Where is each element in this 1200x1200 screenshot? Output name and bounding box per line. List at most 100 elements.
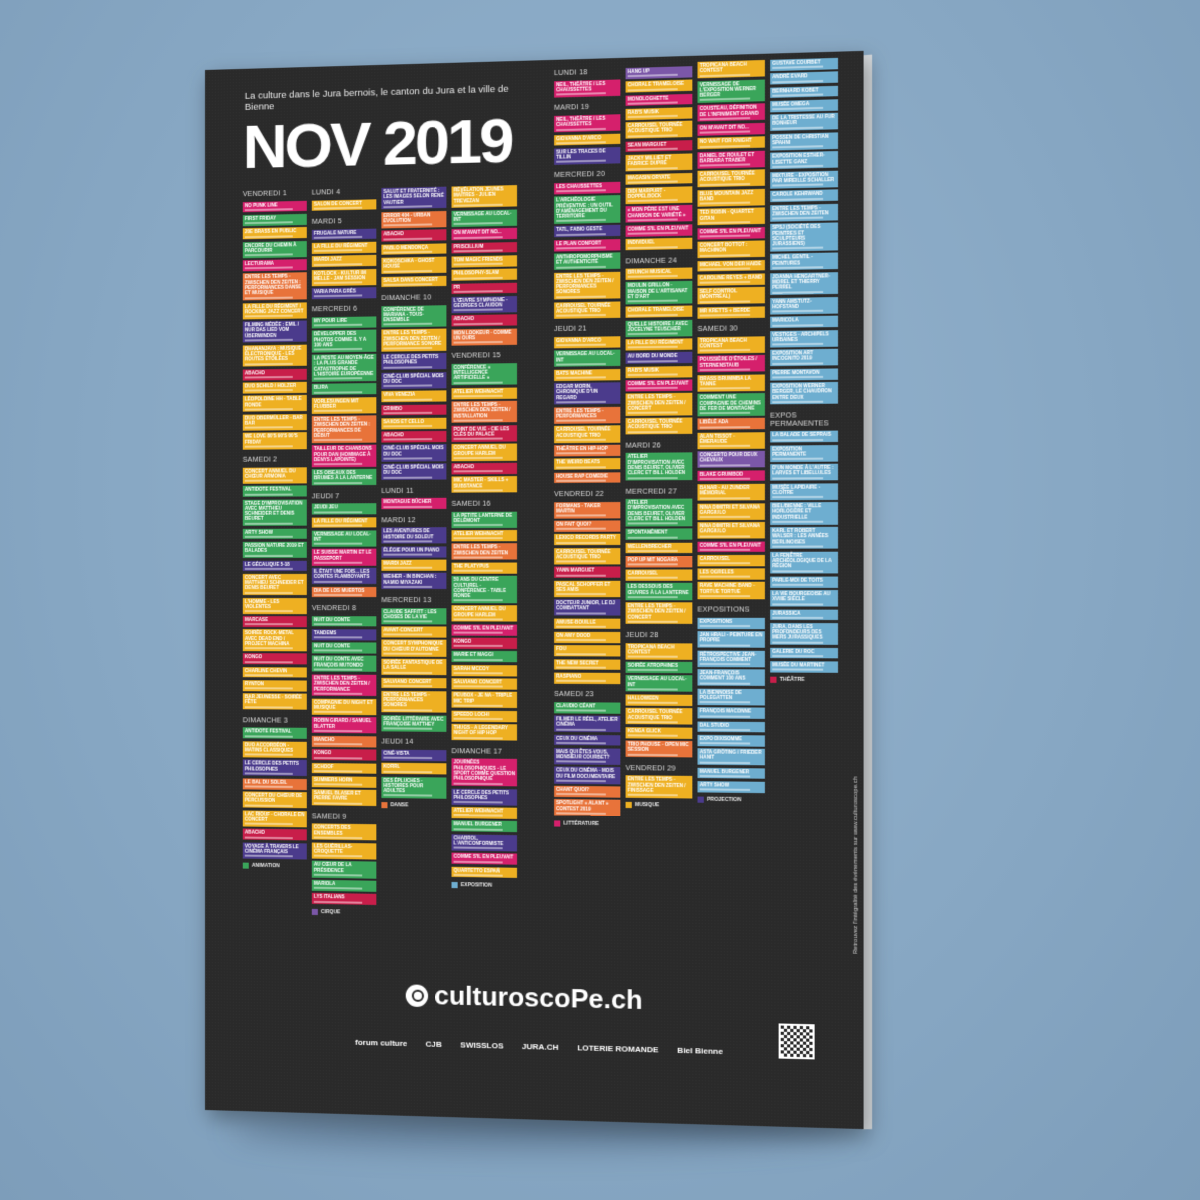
event-musique[interactable]: DUO OBERMÜLLER - BAR BAR (242, 413, 307, 431)
event-musique[interactable]: LAC RIOUF - CHORALE EN CONCERT (242, 810, 307, 828)
event-litterature[interactable]: NO PUNK LINE (242, 200, 307, 213)
event-musique[interactable]: AMUSE-BOUILLE (554, 618, 621, 630)
event-musique[interactable]: GIOVANNA D'ARCO (554, 336, 621, 349)
event-musique[interactable]: CHORALE TRAMELOISE (625, 79, 693, 93)
event-projection[interactable]: ÉLÉGIE POUR UN PIANO (381, 546, 447, 558)
event-litterature[interactable]: LE PLAN CONFORT (554, 238, 621, 252)
event-musique[interactable]: SCHOOF (311, 762, 377, 775)
event-animation[interactable]: SOIRÉE LITTÉRAIRE AVEC FRANÇOISE MATTHEY (381, 714, 447, 732)
event-exposition[interactable]: GUSTAVE COURBET (770, 57, 839, 71)
event-exposition[interactable]: POSSEN DE CHRISTIAN SPAHNI (770, 132, 839, 151)
event-theatre[interactable]: PRISCILLIUM (451, 241, 518, 254)
event-projection[interactable]: CINÉ-CLUB SPÉCIAL MOIS DU DOC (381, 444, 447, 462)
event-animation[interactable]: 50 ANS DU CENTRE CULTUREL - CONFÉRENCE -… (451, 575, 518, 604)
event-musique[interactable]: CARROUSEL TOURNÉE ACOUSTIQUE TRIO (554, 301, 621, 319)
event-musique[interactable]: PASCAL SCHOPFER ET SES AMIS (554, 580, 621, 597)
event-litterature[interactable]: NEIL, THÉÂTRE / LES CHAUSSETTES (554, 79, 621, 98)
event-danse[interactable]: ERROR 404 - URBAN EVOLUTION (381, 210, 447, 229)
event-animation[interactable]: MY POUR LIRE (311, 316, 377, 329)
event-musique[interactable]: PEUBOX - JE NA - TRIPLE MIC TRIP (451, 691, 518, 709)
event-projection[interactable]: FILMER LE RÉEL, ATELIER CINÉMA (554, 715, 621, 733)
event-animation[interactable]: VERNISSAGE AU LOCAL-INT (625, 675, 693, 693)
event-musique[interactable]: SOIRÉE ROCK-METAL AVEC DEAD END / PROJEC… (242, 629, 307, 652)
event-exposition[interactable]: EXPOSITION ART INCOGNITO 2019 (770, 348, 839, 367)
event-exposition[interactable]: MICHEL GENTIL - PEINTURES (770, 252, 839, 271)
event-theatre[interactable]: KONGO (311, 749, 377, 761)
event-projection[interactable]: LE CERCLE DES PETITS PHILOSOPHES (451, 788, 518, 806)
event-danse[interactable]: POP UP MIT NOGARA (625, 555, 693, 568)
event-exposition[interactable]: CAROLE KEHRWAND (770, 189, 839, 203)
event-litterature[interactable]: ON M'AVAIT DIT NO... (451, 228, 518, 241)
event-musique[interactable]: SAMUEL BLASER ET PIERRE FAVRE (311, 789, 377, 807)
event-danse[interactable]: FORMANS - TAKER MARTIN (554, 501, 621, 519)
event-musique[interactable]: BRASS BRUMMBA LA TANNE (697, 374, 765, 392)
event-musique[interactable]: RAVE MACHINE BAND - TORTUE TORTUE (697, 582, 765, 599)
event-exposition[interactable]: MUSÉE LAPIDAIRE - CLOÎTRE (770, 482, 839, 500)
event-animation[interactable]: NUIT DU CONTE (311, 615, 377, 627)
event-litterature[interactable]: ROBIN GIRARD / SAMUEL BLATTER (311, 717, 377, 734)
event-projection[interactable]: FILMING MÉDÉE : EMIL / NUR DAS LIED VOM … (242, 320, 307, 343)
event-animation[interactable]: MANUEL BURGENER (451, 820, 518, 833)
event-exposition[interactable]: KARL ET ROBERT WALSER : LES ANNÉES BERLI… (770, 526, 839, 550)
event-musique[interactable]: MICHAEL VON DER HAIDE (697, 259, 765, 272)
event-musique[interactable]: SALVIANO CONCERT (381, 677, 447, 689)
event-musique[interactable]: CARROUSEL (697, 554, 765, 567)
event-musique[interactable]: CHARLINE CHEVIN (242, 666, 307, 678)
event-theatre[interactable]: YANN MARGUET (554, 566, 621, 578)
event-theatre[interactable]: ABACHO (451, 462, 518, 475)
event-animation[interactable]: MOULIN GRILLON - MAISON DE L'ARTISANAT E… (625, 281, 693, 305)
event-musique[interactable]: JACKY MILLIET ET FABRICE DUPRÉ (625, 153, 693, 172)
event-theatre[interactable]: ABACHO (451, 314, 518, 327)
event-exposition[interactable]: LA FENÊTRE ARCHÉOLOGIQUE DE LA RÉGION (770, 551, 839, 574)
event-exposition[interactable]: BERNHARD KOBET (770, 85, 839, 99)
event-musique[interactable]: VIVA VENEZIA (381, 390, 447, 403)
event-exposition[interactable]: FRANÇOIS MACONNE (697, 707, 765, 719)
event-exposition[interactable]: RÉTROSPECTIVE JEAN-FRANÇOIS COMMENT (697, 650, 765, 667)
event-danse[interactable]: ENTRE LES TEMPS - ZWISCHEN DEN ZEITEN / … (451, 400, 518, 424)
event-danse[interactable]: LE BAL DU SOLEIL (242, 778, 307, 790)
event-musique[interactable]: 20E BRASS EN PUBLIC (242, 227, 307, 240)
event-projection[interactable]: LES AVENTURES DE HISTOIRE DU SOLEUT (381, 527, 447, 544)
event-danse[interactable]: SPOTLIGHT « ALANT » CONTEST 2019 (554, 799, 621, 817)
event-animation[interactable]: BLIRA (311, 383, 377, 395)
event-litterature[interactable]: DANIEL DE ROULET ET BARBARA TRABER (697, 150, 765, 169)
event-danse[interactable]: MANCHO (311, 735, 377, 748)
event-musique[interactable]: LA FILLE DU RÉGIMENT (625, 338, 693, 351)
event-musique[interactable]: AVANT-CONCERT (381, 626, 447, 638)
event-litterature[interactable]: COMME S'IL EN PLEUVAIT (697, 226, 765, 240)
event-litterature[interactable]: « MON PÈRE EST UNE CHANSON DE VARIÉTÉ » (625, 205, 693, 224)
event-musique[interactable]: CARROUSEL TOURNÉE ACOUSTIQUE TRIO (697, 169, 765, 188)
event-exposition[interactable]: MUSÉE OMEGA (770, 99, 839, 113)
event-musique[interactable]: INDIVIDUEL (625, 237, 693, 251)
event-exposition[interactable]: PARLE-MOI DE TOITS (770, 576, 839, 588)
event-musique[interactable]: SPEEDO LOCHI (451, 710, 518, 722)
event-animation[interactable]: CLAUDE SAFFITT : LES CHOSES DE LA VIE (381, 607, 447, 625)
event-musique[interactable]: CONCERT ANNUEL DU GROUPE HARLEM (451, 443, 518, 461)
event-exposition[interactable]: JEAN-FRANÇOIS COMMENT 100 ANS (697, 669, 765, 687)
event-exposition[interactable]: MARICOLA (770, 315, 839, 329)
event-exposition[interactable]: ANDRÉ EVARD (770, 71, 839, 85)
event-animation[interactable]: CLAUDIO CÉANT (554, 701, 621, 714)
event-exposition[interactable]: EXPOSITION WERNER BERGER, LE CHAUDRON EN… (770, 381, 839, 405)
event-theatre[interactable]: MARCASE (242, 616, 307, 628)
event-projection[interactable]: IL ÉTAIT UNE FOIS... LES CONTES FLAMBOYA… (311, 567, 377, 585)
event-musique[interactable]: MARDI JAZZ (311, 255, 377, 268)
event-musique[interactable]: SUMMERS HORN (311, 775, 377, 788)
event-litterature[interactable]: COMME S'IL EN PLEUVAIT (451, 852, 518, 865)
event-litterature[interactable]: COUSTEAU, DÉFINITION DE L'INFINIMENT GRA… (697, 103, 765, 122)
event-projection[interactable]: CINÉ-VISTA (381, 749, 447, 761)
event-musique[interactable]: TROPICANA BEACH CONTEST (697, 336, 765, 354)
event-musique[interactable]: VORLESUNGEN MIT FLUBBER (311, 396, 377, 414)
event-projection[interactable]: CEUX DU CINÉMA - MOIS DU FILM DOCUMENTAI… (554, 766, 621, 784)
event-musique[interactable]: BAR JEUNESSE - SOIRÉE FÊTE (242, 693, 307, 710)
event-animation[interactable]: SOIRÉE ATROPHINES (625, 661, 693, 674)
event-musique[interactable]: RAB'S MUSIK (625, 107, 693, 120)
event-exposition[interactable]: LA BALADE DE SEPRAIS (770, 430, 839, 443)
event-exposition[interactable]: GALERIE DU ROC (770, 647, 839, 659)
event-exposition[interactable]: EXPOSITION ESTHER-LISETTE GANZ (770, 151, 839, 170)
event-animation[interactable]: DES ÉPLUCHES - HISTOIRES POUR ADULTES (381, 776, 447, 799)
event-musique[interactable]: BRUNCH MUSICAL (625, 267, 693, 280)
event-exposition[interactable]: EXPOSITION PERMANENTE (770, 444, 839, 462)
event-musique[interactable]: FOU (554, 645, 621, 657)
event-litterature[interactable]: ENTRE LES TEMPS - ZWISCHEN DEN ZEITEN / … (311, 674, 377, 697)
